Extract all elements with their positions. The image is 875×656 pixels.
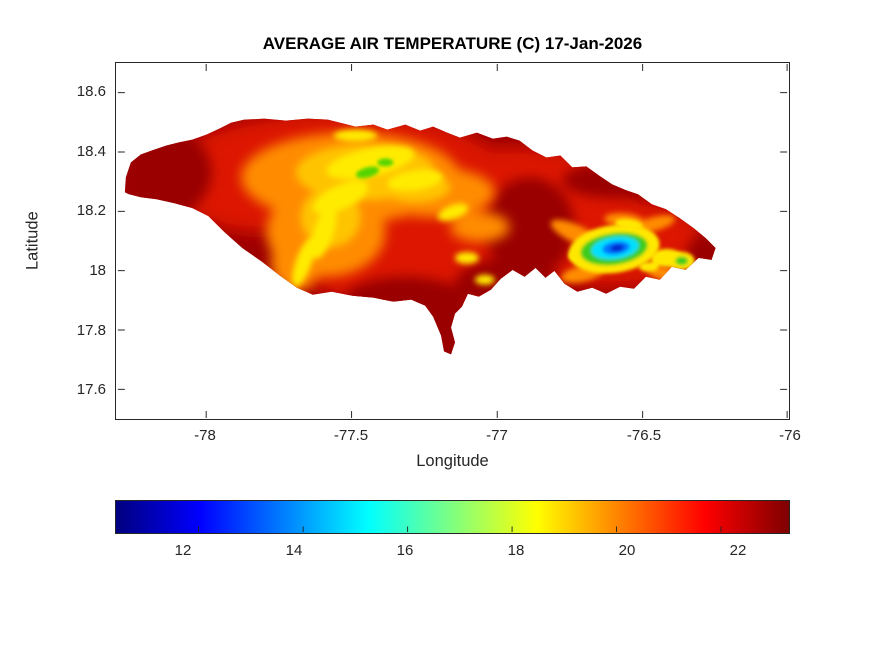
colorbar-tick-marks (198, 526, 722, 533)
blue-mountains-cold-spot (568, 224, 660, 274)
x-tick-label: -77 (486, 427, 508, 444)
plot-title: AVERAGE AIR TEMPERATURE (C) 17-Jan-2026 (262, 34, 643, 53)
y-tick-label: 18.2 (76, 202, 106, 219)
y-tick-label: 18 (89, 262, 106, 279)
colorbar-tick-label: 12 (174, 542, 192, 559)
x-tick-label: -76.5 (626, 427, 662, 444)
colorbar (115, 500, 790, 534)
colorbar-tick-label: 22 (729, 542, 747, 559)
jamaica-temperature-map (124, 118, 716, 355)
y-tick-label: 17.8 (76, 322, 106, 339)
y-axis-label: Latitude (23, 211, 42, 271)
x-tick-label: -78 (194, 427, 216, 444)
x-axis-label: Longitude (416, 452, 489, 470)
colorbar-tick-label: 18 (507, 542, 525, 559)
colorbar-tick-label: 14 (285, 542, 303, 559)
axes-box (115, 62, 790, 420)
x-tick-label: -76 (779, 427, 801, 444)
colorbar-tick-label: 20 (618, 542, 636, 559)
x-tick-label: -77.5 (333, 427, 369, 444)
y-tick-label: 18.6 (76, 83, 106, 100)
y-tick-label: 17.6 (76, 381, 106, 398)
y-tick-label: 18.4 (76, 143, 106, 160)
colorbar-tick-label: 16 (396, 542, 414, 559)
